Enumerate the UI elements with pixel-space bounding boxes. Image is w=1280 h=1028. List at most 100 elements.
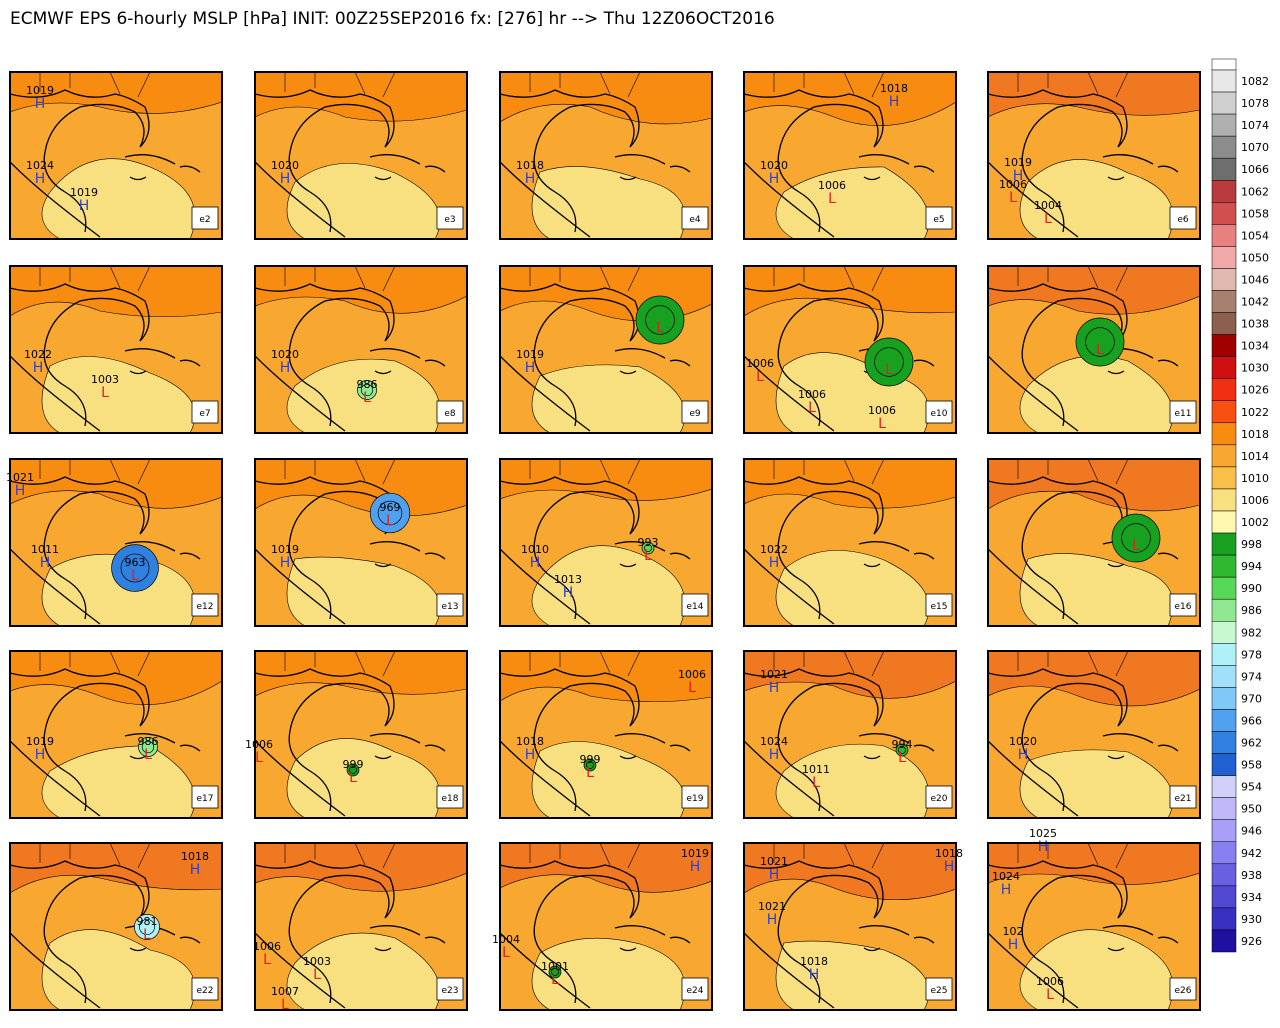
legend-label: 1002: [1241, 516, 1269, 529]
pressure-region: [531, 166, 686, 239]
center-symbol: H: [889, 94, 900, 110]
member-label: e25: [931, 986, 948, 996]
center-pressure: 1010: [521, 543, 549, 556]
center-symbol: L: [808, 400, 816, 416]
legend-label: 1062: [1241, 185, 1269, 198]
pressure-band: [10, 459, 222, 509]
member-label: e9: [689, 409, 701, 419]
low-core: [548, 965, 562, 979]
borders: [39, 651, 151, 677]
legend-swatch: [1211, 643, 1237, 666]
pressure-band: [744, 72, 956, 126]
center-symbol: H: [1018, 747, 1029, 763]
legend-label: 998: [1241, 538, 1262, 551]
map: [500, 459, 712, 626]
map: [744, 651, 956, 818]
center-pressure: 1018: [181, 850, 209, 863]
center-symbol: L: [144, 747, 152, 763]
coastline: [988, 476, 1128, 625]
center-symbol: L: [263, 952, 271, 968]
legend-label: 974: [1241, 670, 1262, 683]
pressure-band: [255, 72, 467, 122]
low-core-ring: [898, 746, 906, 754]
legend-label: 982: [1241, 626, 1262, 639]
map: [500, 843, 712, 1010]
member-box: [925, 593, 953, 617]
coastline: [988, 860, 1128, 1009]
center-symbol: H: [769, 867, 780, 883]
member-label: e17: [197, 794, 214, 804]
borders: [773, 72, 885, 98]
member-box: [925, 400, 953, 424]
legend-swatch: [1211, 819, 1237, 843]
center-symbol: H: [1001, 882, 1012, 898]
center-symbol: H: [35, 96, 46, 112]
center-pressure: 1020: [271, 348, 299, 361]
legend-label: 1026: [1241, 384, 1269, 397]
coastline: [744, 283, 884, 432]
center-pressure: 1019: [271, 543, 299, 556]
panel-frame: [9, 71, 223, 240]
center-symbol: H: [525, 747, 536, 763]
low-core-ring: [141, 740, 155, 754]
center-symbol: H: [769, 171, 780, 187]
panel-frame: [987, 650, 1201, 819]
legend-swatch: [1211, 312, 1237, 335]
legend-swatch: [1211, 466, 1237, 490]
low-core: [357, 380, 377, 400]
pressure-band: [10, 651, 222, 705]
coastline: [988, 668, 1128, 817]
center-pressure: 1006: [253, 940, 281, 953]
legend-label: 1054: [1241, 229, 1269, 242]
panel-frame: [254, 71, 468, 240]
coastline: [124, 348, 201, 375]
legend-swatch: [1211, 598, 1237, 622]
coastline: [500, 860, 640, 1009]
member-label: e5: [933, 215, 944, 225]
member-label: e19: [687, 794, 704, 804]
center-pressure: 1006: [1036, 975, 1064, 988]
legend-swatch: [1211, 885, 1237, 909]
pressure-band: [500, 651, 712, 703]
center-pressure: 1019: [516, 348, 544, 361]
member-box: [191, 593, 219, 617]
center-symbol: H: [769, 747, 780, 763]
member-label: e18: [442, 794, 459, 804]
coastline: [10, 476, 150, 625]
center-pressure: 1024: [760, 735, 788, 748]
member-label: e20: [931, 794, 948, 804]
legend-label: 1010: [1241, 472, 1269, 485]
center-symbol: L: [1044, 211, 1052, 227]
member-label: e16: [1175, 602, 1192, 612]
legend-swatch: [1211, 290, 1237, 313]
legend-label: 986: [1241, 604, 1262, 617]
legend-swatch: [1211, 356, 1237, 379]
legend-swatch: [1211, 422, 1237, 446]
map: [10, 72, 222, 239]
coastline: [858, 541, 935, 568]
map: [744, 72, 956, 239]
member-label: e11: [1175, 409, 1192, 419]
center-symbol: H: [280, 360, 291, 376]
coastline: [124, 154, 201, 181]
center-pressure: 999: [580, 753, 601, 766]
borders: [39, 459, 151, 485]
center-symbol: L: [898, 750, 906, 766]
member-box: [191, 977, 219, 1001]
legend-label: 978: [1241, 648, 1262, 661]
center-symbol: L: [586, 765, 594, 781]
low-core-ring: [586, 761, 594, 769]
center-symbol: L: [885, 362, 893, 378]
legend-label: 1082: [1241, 75, 1269, 88]
coastline: [858, 733, 935, 760]
coastline: [858, 154, 935, 181]
member-label: e13: [442, 602, 459, 612]
map: [255, 843, 467, 1010]
center-symbol: H: [1008, 937, 1019, 953]
center-pressure: 1024: [992, 870, 1020, 883]
member-box: [436, 593, 464, 617]
